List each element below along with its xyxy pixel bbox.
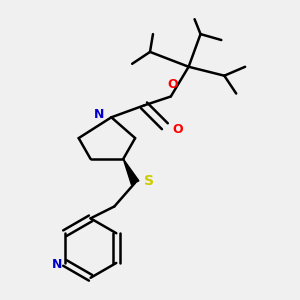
Polygon shape bbox=[123, 159, 139, 184]
Text: O: O bbox=[167, 78, 178, 91]
Text: O: O bbox=[172, 123, 183, 136]
Text: N: N bbox=[52, 258, 62, 271]
Text: N: N bbox=[94, 108, 104, 121]
Text: S: S bbox=[144, 174, 154, 188]
